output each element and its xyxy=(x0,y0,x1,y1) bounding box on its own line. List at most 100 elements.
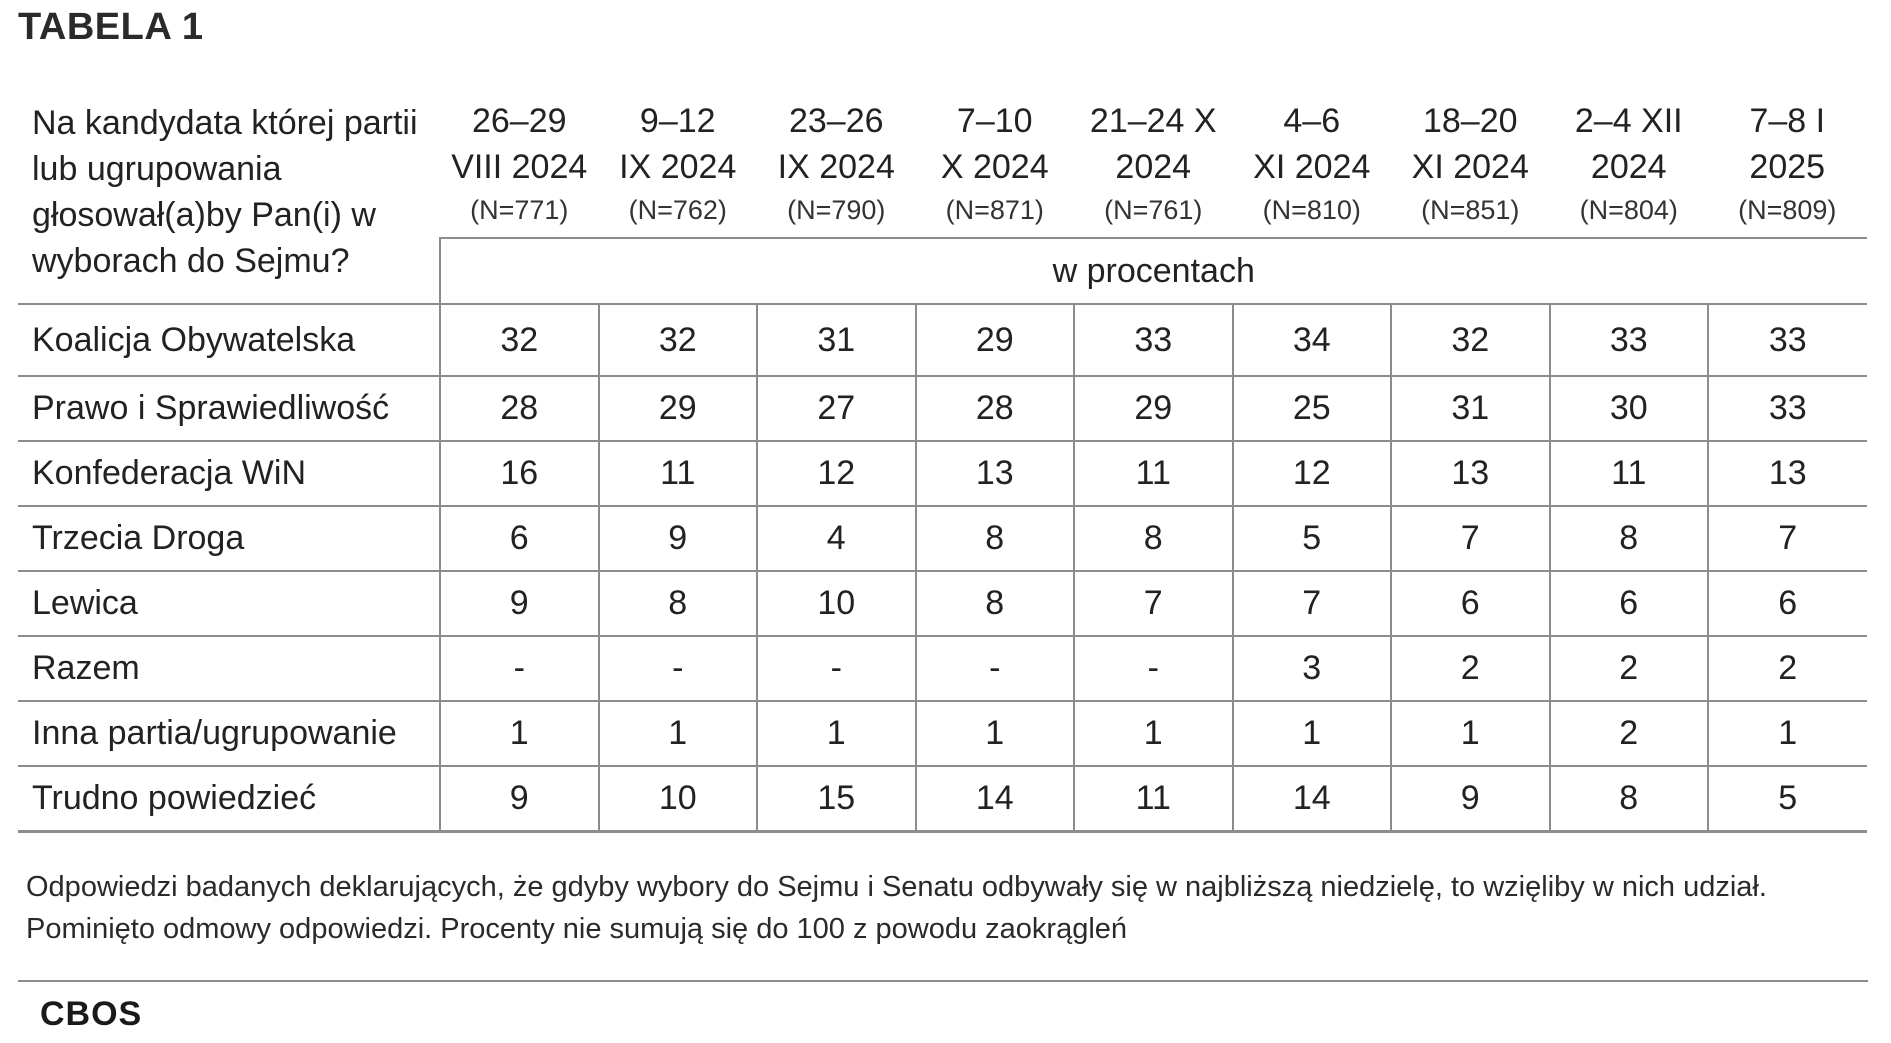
row-label: Prawo i Sprawiedliwość xyxy=(18,375,440,441)
table-cell: 7 xyxy=(1390,505,1550,571)
table-cell: 6 xyxy=(1707,570,1867,636)
table-cell: 33 xyxy=(1707,303,1867,376)
table-cell: 13 xyxy=(914,440,1074,506)
table-cell: 30 xyxy=(1548,375,1708,441)
column-date: 23–26 xyxy=(788,102,884,140)
table-cell: 11 xyxy=(1548,440,1708,506)
table-cell: 15 xyxy=(756,765,916,833)
column-date: VIII 2024 xyxy=(451,148,588,186)
row-label: Inna partia/ugrupowanie xyxy=(18,700,440,766)
column-sample-size: (N=804) xyxy=(1579,195,1678,225)
table-cell: 32 xyxy=(1390,303,1550,376)
table-cell: 1 xyxy=(1390,700,1550,766)
table-row: Trzecia Droga 6 9 4 8 8 5 7 8 7 xyxy=(18,505,1867,571)
table-cell: 6 xyxy=(1390,570,1550,636)
table-cell: 7 xyxy=(1073,570,1233,636)
table-cell: - xyxy=(597,635,757,701)
column-date: 18–20 xyxy=(1422,102,1518,140)
table-cell: 34 xyxy=(1231,303,1391,376)
table-cell: 5 xyxy=(1707,765,1867,833)
table-cell: 13 xyxy=(1390,440,1550,506)
column-sample-size: (N=871) xyxy=(945,195,1044,225)
column-date: IX 2024 xyxy=(777,148,895,186)
cbos-logo: CBOS xyxy=(40,995,143,1033)
table-cell: 8 xyxy=(1548,765,1708,833)
table-cell: 33 xyxy=(1707,375,1867,441)
table-cell: 31 xyxy=(756,303,916,376)
header-row: Na kandydata której partii lub ugrupowan… xyxy=(18,82,1867,280)
table-cell: 29 xyxy=(597,375,757,441)
table-cell: 12 xyxy=(756,440,916,506)
table-cell: 2 xyxy=(1548,635,1708,701)
row-label: Trzecia Droga xyxy=(18,505,440,571)
table-cell: 1 xyxy=(1707,700,1867,766)
column-date: 2024 xyxy=(1115,148,1192,186)
table-cell: 1 xyxy=(439,700,599,766)
column-sample-size: (N=771) xyxy=(470,195,569,225)
table-cell: 11 xyxy=(1073,765,1233,833)
row-label: Razem xyxy=(18,635,440,701)
unit-row: w procentach xyxy=(18,237,1867,304)
column-header: 23–26 IX 2024 (N=790) xyxy=(757,82,916,238)
column-header: 9–12 IX 2024 (N=762) xyxy=(599,82,758,238)
table-cell: 2 xyxy=(1390,635,1550,701)
table-cell: 1 xyxy=(756,700,916,766)
table-cell: 13 xyxy=(1707,440,1867,506)
table-cell: 1 xyxy=(597,700,757,766)
question-header: Na kandydata której partii lub ugrupowan… xyxy=(32,104,418,280)
column-header: 7–8 I 2025 (N=809) xyxy=(1708,82,1867,238)
table-cell: - xyxy=(1073,635,1233,701)
column-header: 4–6 XI 2024 (N=810) xyxy=(1233,82,1392,238)
table-cell: 8 xyxy=(914,505,1074,571)
table-cell: 10 xyxy=(756,570,916,636)
column-date: 7–10 xyxy=(956,102,1033,140)
column-date: 4–6 xyxy=(1283,102,1341,140)
table-cell: 12 xyxy=(1231,440,1391,506)
table-cell: 1 xyxy=(1231,700,1391,766)
column-sample-size: (N=810) xyxy=(1262,195,1361,225)
table-cell: 29 xyxy=(1073,375,1233,441)
table-cell: 7 xyxy=(1231,570,1391,636)
table-cell: 1 xyxy=(914,700,1074,766)
table-cell: 11 xyxy=(597,440,757,506)
column-date: X 2024 xyxy=(940,148,1049,186)
table-cell: 28 xyxy=(914,375,1074,441)
column-date: 21–24 X xyxy=(1089,102,1217,140)
column-date: 26–29 xyxy=(471,102,567,140)
table-body: Na kandydata której partii lub ugrupowan… xyxy=(18,82,1867,833)
table-cell: 27 xyxy=(756,375,916,441)
table-cell: 32 xyxy=(439,303,599,376)
table-cell: 11 xyxy=(1073,440,1233,506)
table-row: Konfederacja WiN 16 11 12 13 11 12 13 11 13 xyxy=(18,440,1867,506)
table-row: Prawo i Sprawiedliwość 28 29 27 28 29 25 31 30 33 xyxy=(18,375,1867,441)
table-row: Razem - - - - -3 2 2 2 xyxy=(18,635,1867,701)
table-row: Inna partia/ugrupowanie 1 1 1 1 1 1 1 2 1 xyxy=(18,700,1867,766)
column-sample-size: (N=790) xyxy=(787,195,886,225)
table-cell: 3 xyxy=(1231,635,1391,701)
table-cell: 28 xyxy=(439,375,599,441)
table-cell: 7 xyxy=(1707,505,1867,571)
table-cell: - xyxy=(914,635,1074,701)
table-cell: 14 xyxy=(1231,765,1391,833)
column-header: 26–29 VIII 2024 (N=771) xyxy=(440,82,599,238)
column-header: 7–10 X 2024 (N=871) xyxy=(916,82,1075,238)
column-date: IX 2024 xyxy=(619,148,737,186)
table-title: TABELA 1 xyxy=(18,6,204,48)
column-sample-size: (N=761) xyxy=(1104,195,1203,225)
column-header: 21–24 X 2024 (N=761) xyxy=(1074,82,1233,238)
row-label: Konfederacja WiN xyxy=(18,440,440,506)
column-date: 2024 xyxy=(1590,148,1667,186)
table-cell: 25 xyxy=(1231,375,1391,441)
table-row: Lewica 9 8 10 8 7 7 6 6 6 xyxy=(18,570,1867,636)
unit-label: w procentach xyxy=(439,237,1867,304)
table-cell: - xyxy=(756,635,916,701)
results-table: Na kandydata której partii lub ugrupowan… xyxy=(18,82,1867,833)
column-date: 2025 xyxy=(1749,148,1826,186)
table-cell: 8 xyxy=(1073,505,1233,571)
table-cell: 16 xyxy=(439,440,599,506)
table-cell: 33 xyxy=(1548,303,1708,376)
table-cell: 10 xyxy=(597,765,757,833)
column-date: 7–8 I xyxy=(1749,102,1826,140)
column-sample-size: (N=809) xyxy=(1738,195,1837,225)
table-row: Trudno powiedzieć 9 10 15 14 11 14 9 8 5 xyxy=(18,765,1867,833)
